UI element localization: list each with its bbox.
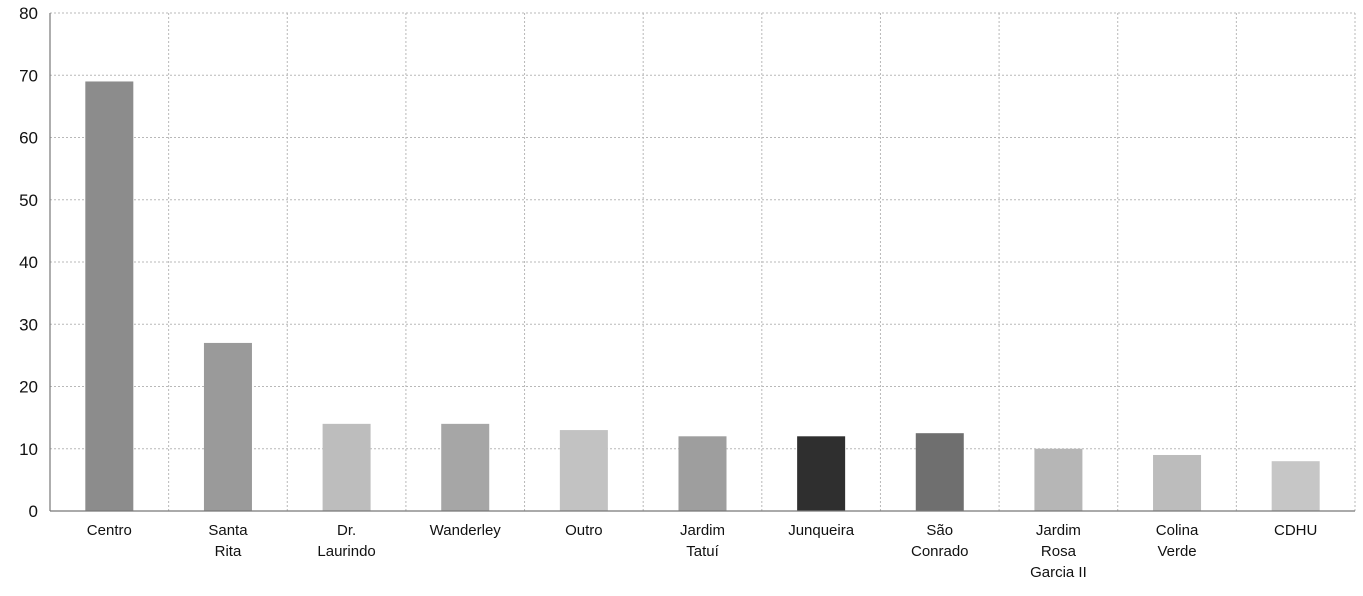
x-tick-label: São Conrado [911,522,969,560]
x-tick-label: Santa Rita [208,522,248,560]
bar [203,342,252,511]
axes [49,13,1355,512]
bar [441,423,490,511]
x-tick-labels: Centro Santa Rita Dr. Laurindo Wanderley Outro… [87,522,1318,581]
x-tick-label: Jardim Tatuí [680,522,725,560]
y-tick-label: 80 [19,4,38,23]
bar [1271,461,1320,511]
x-tick-label: Centro [87,522,132,539]
x-tick-label: Dr. Laurindo [317,522,375,560]
y-tick-label: 60 [19,129,38,148]
x-tick-label: Jardim Rosa Garcia II [1030,522,1087,581]
bar [797,436,846,511]
y-tick-label: 20 [19,378,38,397]
y-tick-label: 40 [19,253,38,272]
bar [559,430,608,511]
bars [85,81,1320,511]
y-tick-label: 10 [19,440,38,459]
bar [678,436,727,511]
y-tick-labels: 0 10 20 30 40 50 60 70 80 [19,4,38,521]
bar [1153,454,1202,511]
y-tick-label: 30 [19,315,38,334]
x-tick-label: Outro [565,522,603,539]
y-tick-label: 70 [19,66,38,85]
y-tick-label: 50 [19,191,38,210]
x-tick-label: Junqueira [788,522,855,539]
x-tick-label: Colina Verde [1156,522,1199,560]
bar [1034,448,1083,511]
bar [322,423,371,511]
y-tick-label: 0 [29,502,38,521]
bar [915,433,964,511]
x-tick-label: Wanderley [430,522,502,539]
bar [85,81,134,511]
x-tick-label: CDHU [1274,522,1317,539]
